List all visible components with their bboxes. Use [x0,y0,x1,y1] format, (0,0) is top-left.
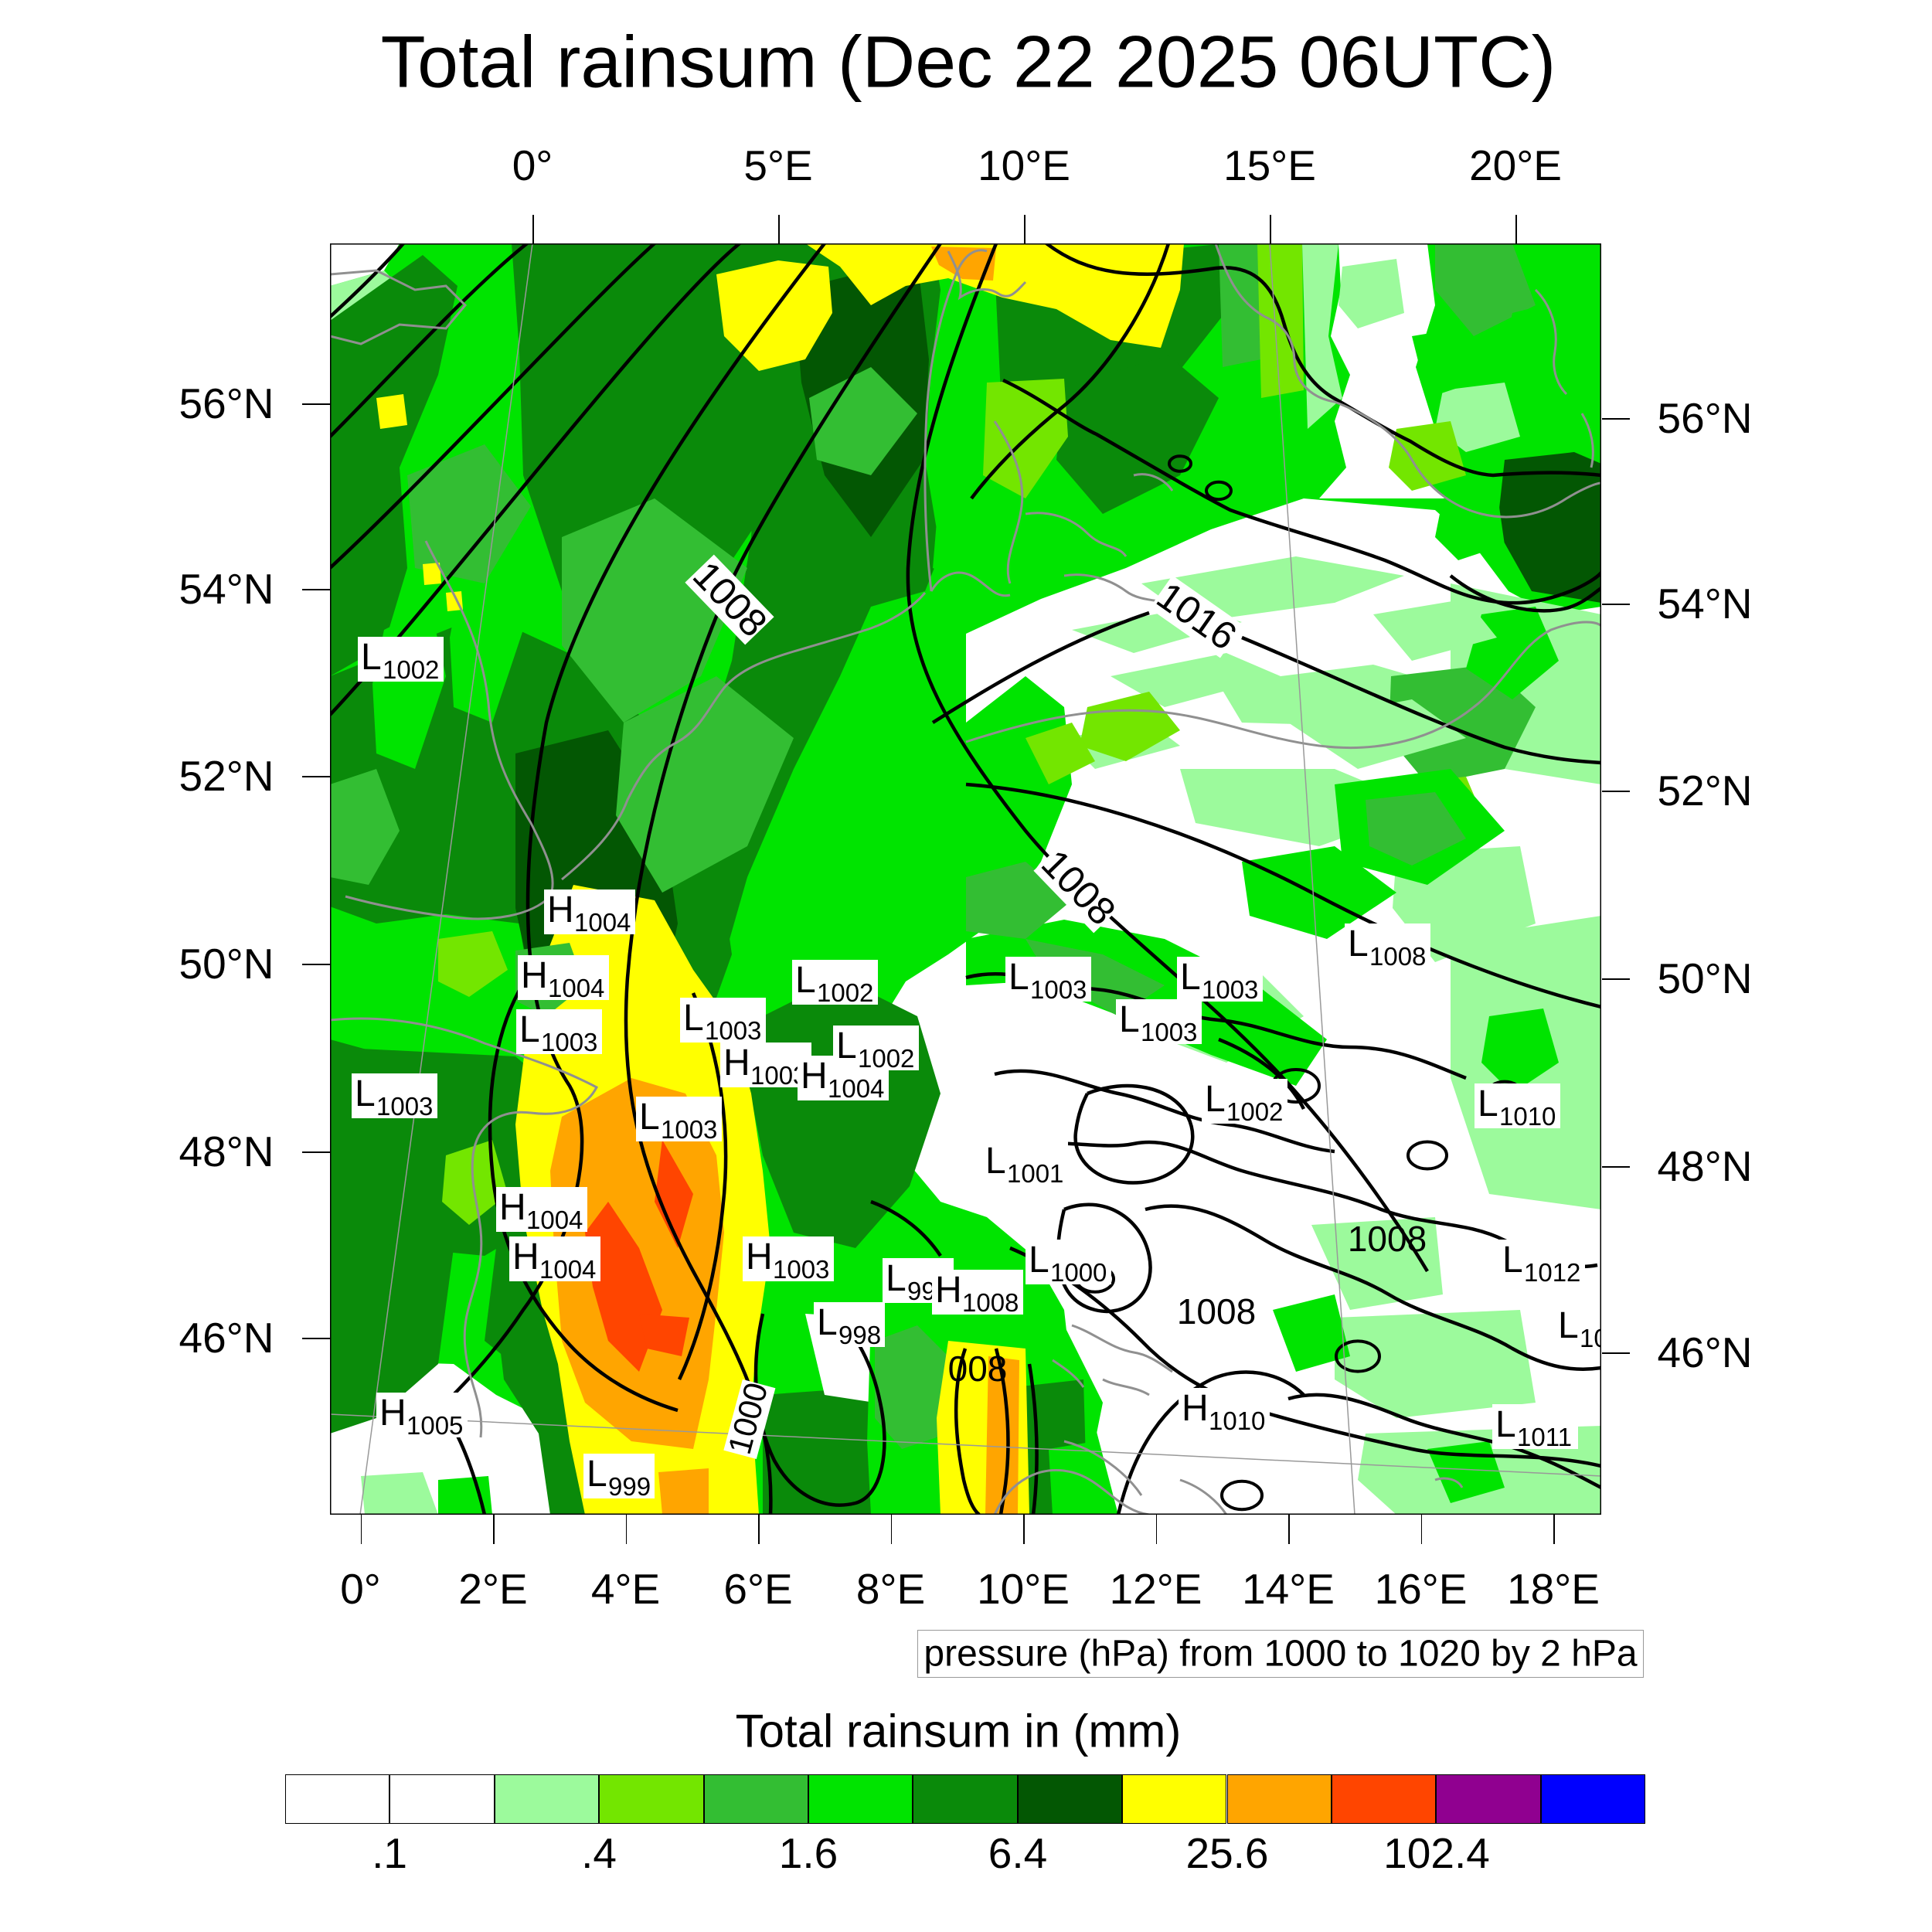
svg-text:H: H [1182,1388,1209,1429]
svg-text:L: L [795,960,816,1001]
svg-text:L: L [519,1009,540,1050]
svg-text:1010: 1010 [1209,1406,1265,1435]
svg-text:1001: 1001 [1007,1159,1063,1188]
svg-text:L: L [587,1454,607,1495]
svg-text:H: H [801,1056,828,1097]
svg-text:998: 998 [838,1321,881,1349]
svg-text:1003: 1003 [705,1016,761,1045]
svg-text:1003: 1003 [1030,975,1087,1004]
svg-text:1003: 1003 [1141,1018,1197,1046]
svg-text:1000: 1000 [1050,1258,1107,1287]
svg-text:L: L [639,1097,660,1138]
svg-text:L: L [1205,1079,1226,1120]
svg-text:1004: 1004 [548,974,604,1002]
svg-text:1008: 1008 [1369,942,1426,971]
svg-text:H: H [547,889,574,930]
svg-text:L: L [361,637,382,678]
svg-text:H: H [746,1236,773,1277]
svg-text:1004: 1004 [526,1206,583,1234]
svg-text:1002: 1002 [858,1044,914,1073]
svg-text:L: L [1009,957,1029,998]
svg-text:H: H [512,1236,539,1277]
svg-text:1012: 1012 [1524,1258,1580,1287]
svg-text:L: L [985,1141,1006,1182]
svg-text:1004: 1004 [828,1074,884,1103]
svg-text:H: H [521,955,548,996]
svg-text:1008: 1008 [1348,1219,1427,1259]
svg-text:1003: 1003 [661,1115,717,1144]
svg-text:L: L [836,1026,857,1066]
svg-text:1003: 1003 [376,1092,433,1121]
svg-text:H: H [379,1393,406,1434]
svg-text:1003: 1003 [541,1028,597,1056]
svg-text:L: L [1119,999,1140,1040]
svg-text:H: H [499,1187,526,1228]
svg-text:L: L [1180,957,1201,998]
svg-text:L: L [1502,1240,1523,1281]
svg-text:L: L [355,1073,376,1114]
svg-text:L: L [1478,1083,1498,1124]
svg-text:1003: 1003 [773,1255,829,1284]
svg-text:999: 999 [608,1472,651,1501]
svg-text:1008: 1008 [1177,1291,1256,1332]
svg-text:L: L [1558,1305,1579,1346]
svg-text:L: L [886,1258,906,1299]
svg-text:H: H [935,1270,962,1311]
svg-text:1008: 1008 [962,1288,1019,1317]
svg-text:1002: 1002 [383,655,439,684]
svg-text:1011: 1011 [1517,1423,1572,1451]
svg-text:1004: 1004 [539,1255,596,1284]
svg-text:L: L [817,1302,838,1343]
svg-text:L: L [683,998,704,1039]
svg-text:1002: 1002 [817,978,873,1007]
svg-text:1005: 1005 [406,1411,463,1440]
svg-text:1010: 1010 [1499,1102,1556,1131]
svg-text:L: L [1495,1404,1516,1445]
svg-text:L: L [1348,923,1369,964]
svg-text:1002: 1002 [1226,1097,1283,1126]
svg-text:L: L [1029,1240,1049,1281]
svg-text:1004: 1004 [574,908,631,937]
svg-text:H: H [723,1043,750,1083]
svg-text:1003: 1003 [1202,975,1258,1004]
svg-text:101: 101 [1580,1324,1601,1352]
svg-text:008: 008 [948,1349,1008,1389]
